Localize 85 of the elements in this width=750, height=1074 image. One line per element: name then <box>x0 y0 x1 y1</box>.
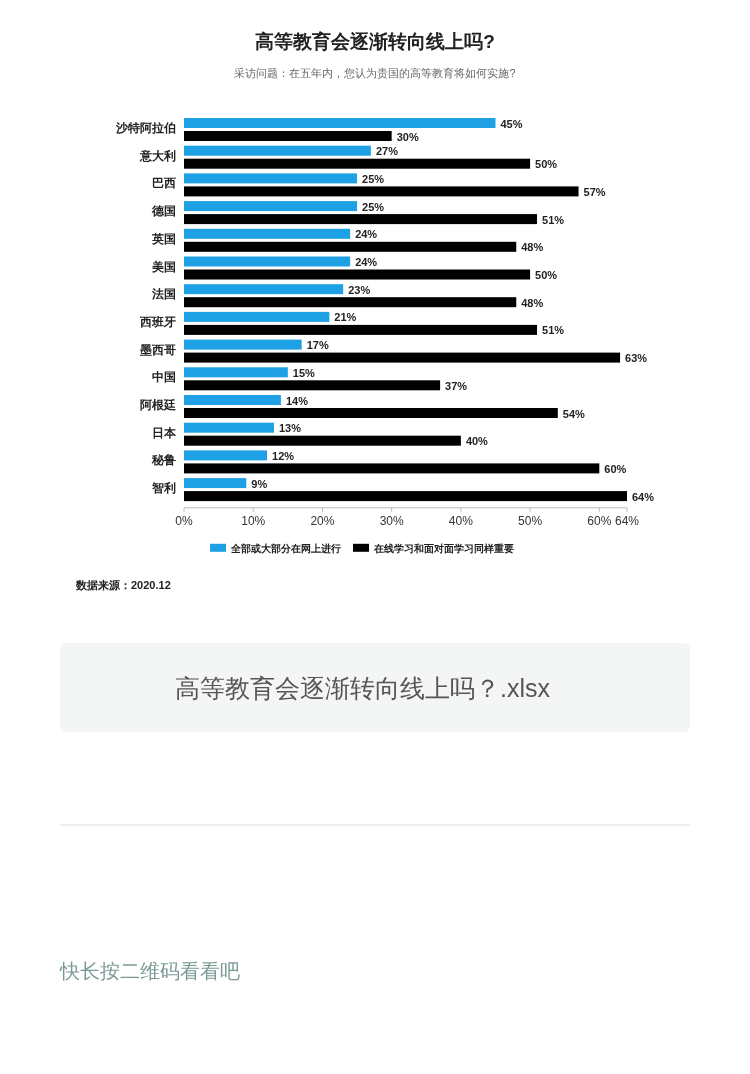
bar <box>184 284 344 295</box>
y-tick-label: 巴西 <box>152 176 176 191</box>
bar <box>184 450 268 461</box>
data-label: 54% <box>562 407 586 420</box>
data-label: 40% <box>465 435 489 448</box>
y-tick-label: 中国 <box>152 370 176 385</box>
bar <box>184 173 358 184</box>
data-label: 50% <box>535 158 558 171</box>
bar <box>184 491 627 502</box>
bar <box>184 367 288 378</box>
data-label: 14% <box>285 394 309 407</box>
y-tick-label: 法国 <box>151 287 176 302</box>
bar <box>184 158 531 169</box>
data-label: 27% <box>375 145 399 158</box>
bar <box>184 214 538 225</box>
data-label: 30% <box>396 130 419 143</box>
bar <box>184 118 496 128</box>
bar <box>184 352 621 363</box>
y-tick-label: 日本 <box>152 425 177 440</box>
source-note: 数据来源：2020.12 <box>75 579 171 591</box>
bar <box>184 435 461 446</box>
x-tick-label: 64% <box>614 513 640 528</box>
text: 高等教育会逐渐转向线上吗？.xlsx <box>175 674 551 702</box>
bar <box>184 228 351 239</box>
bar <box>184 478 247 489</box>
bar <box>184 463 600 474</box>
data-label: 12% <box>272 449 295 462</box>
data-label: 45% <box>500 117 523 130</box>
x-tick-label: 10% <box>241 513 266 528</box>
data-label: 48% <box>521 296 544 309</box>
y-tick-label: 沙特阿拉伯 <box>115 121 176 135</box>
y-tick-label: 秘鲁 <box>151 453 176 468</box>
data-label: 57% <box>583 185 606 198</box>
bar <box>184 380 441 391</box>
x-tick-label: 60% <box>587 513 612 528</box>
x-tick-label: 20% <box>310 513 335 528</box>
y-tick-label: 美国 <box>151 259 176 274</box>
data-label: 24% <box>355 256 378 268</box>
bar <box>184 297 517 308</box>
chart-subtitle: 采访问题：在五年内，您认为贵国的高等教育将如何实施? <box>234 67 516 79</box>
data-label: 24% <box>355 228 378 241</box>
y-tick-label: 英国 <box>151 231 176 246</box>
chart-title: 高等教育会逐渐转向线上吗? <box>255 31 495 52</box>
bar <box>184 324 538 335</box>
x-tick-label: 40% <box>448 513 474 528</box>
data-label: 23% <box>348 283 371 296</box>
x-tick-label: 50% <box>518 513 543 528</box>
bar <box>184 311 330 322</box>
y-tick-label: 阿根廷 <box>140 398 176 412</box>
legend-label: 全部或大部分在网上进行 <box>230 542 341 554</box>
y-tick-label: 墨西哥 <box>139 342 176 357</box>
bar <box>184 256 351 267</box>
y-tick-label: 西班牙 <box>139 314 176 329</box>
bar <box>184 422 274 433</box>
y-tick-label: 智利 <box>151 481 176 496</box>
y-tick-label: 德国 <box>151 204 176 219</box>
bar <box>184 339 302 350</box>
data-label: 64% <box>632 490 655 503</box>
bar <box>184 186 579 197</box>
data-label: 21% <box>334 311 357 324</box>
data-label: 25% <box>362 172 385 185</box>
data-label: 50% <box>535 269 558 281</box>
data-label: 63% <box>625 352 648 365</box>
bar <box>184 241 517 252</box>
bar <box>184 131 392 141</box>
bar <box>184 395 281 405</box>
data-label: 37% <box>445 379 468 392</box>
x-tick-label: 0% <box>175 513 193 528</box>
bar <box>184 269 531 280</box>
data-label: 25% <box>362 200 385 213</box>
legend-label: 在线学习和面对面学习同样重要 <box>373 542 514 554</box>
data-label: 51% <box>542 324 565 337</box>
bar <box>184 201 358 212</box>
data-label: 9% <box>251 477 268 490</box>
bar <box>184 408 558 418</box>
data-label: 15% <box>292 366 316 379</box>
data-label: 51% <box>542 213 565 226</box>
x-tick-label: 30% <box>379 513 404 528</box>
data-label: 60% <box>604 462 627 475</box>
data-label: 48% <box>521 241 544 254</box>
data-label: 13% <box>278 422 302 435</box>
data-label: 17% <box>306 339 329 352</box>
y-tick-label: 意大利 <box>139 148 176 163</box>
text: 快长按二维码看看吧 <box>59 960 240 982</box>
bar <box>184 145 371 156</box>
